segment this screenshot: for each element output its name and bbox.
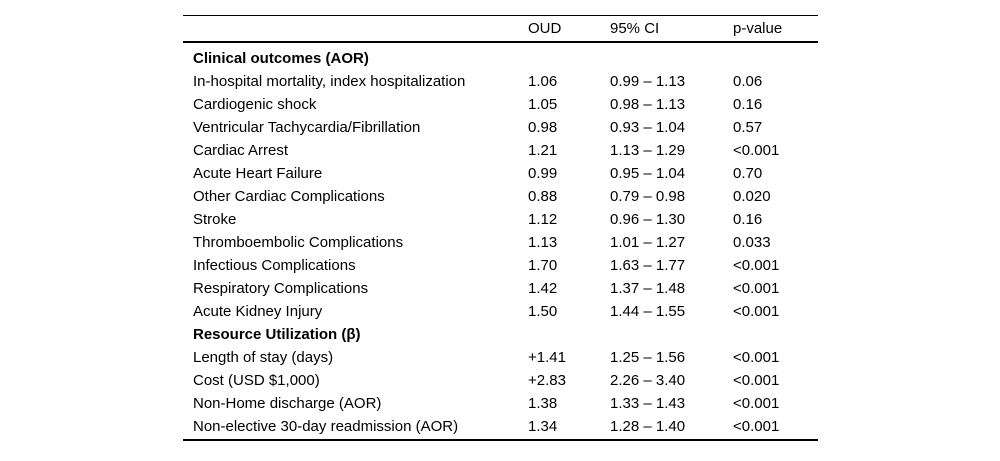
cell-ci: 1.37 – 1.48: [610, 279, 686, 297]
header-empty-cell: [183, 16, 528, 41]
cell-label: Non-Home discharge (AOR): [193, 394, 382, 412]
cell-label: Ventricular Tachycardia/Fibrillation: [193, 118, 421, 136]
cell-label: Length of stay (days): [193, 348, 334, 366]
cell-p: <0.001: [733, 141, 780, 159]
table-row: Thromboembolic Complications 1.13 1.01 – 1…: [183, 231, 818, 254]
cell-p: <0.001: [733, 279, 780, 297]
cell-ci: 0.79 – 0.98: [610, 187, 686, 205]
cell-p: 0.16: [733, 95, 763, 113]
section-title: Clinical outcomes (AOR): [193, 49, 369, 67]
cell-oud: 1.21: [528, 141, 558, 159]
cell-ci: 1.63 – 1.77: [610, 256, 686, 274]
cell-ci: 1.33 – 1.43: [610, 394, 686, 412]
cell-ci: 1.25 – 1.56: [610, 348, 686, 366]
cell-p: 0.033: [733, 233, 771, 251]
section-header-row: Resource Utilization (β): [183, 323, 818, 346]
header-p-value: p-value: [733, 20, 783, 37]
cell-oud: 1.05: [528, 95, 558, 113]
table-body: Clinical outcomes (AOR) In-hospital morta…: [183, 43, 818, 439]
table-row: Length of stay (days) +1.41 1.25 – 1.56 <0.…: [183, 346, 818, 369]
cell-oud: 1.06: [528, 72, 558, 90]
header-oud: OUD: [528, 20, 562, 37]
cell-ci: 1.01 – 1.27: [610, 233, 686, 251]
cell-ci: 2.26 – 3.40: [610, 371, 686, 389]
cell-p: <0.001: [733, 348, 780, 366]
cell-oud: 1.34: [528, 417, 558, 435]
table-row: Cost (USD $1,000) +2.83 2.26 – 3.40 <0.001: [183, 369, 818, 392]
cell-p: <0.001: [733, 302, 780, 320]
cell-ci: 0.95 – 1.04: [610, 164, 686, 182]
table-row: Ventricular Tachycardia/Fibrillation 0.98…: [183, 116, 818, 139]
cell-oud: 0.88: [528, 187, 558, 205]
cell-label: Cardiac Arrest: [193, 141, 289, 159]
section-header-row: Clinical outcomes (AOR): [183, 47, 818, 70]
cell-p: 0.70: [733, 164, 763, 182]
cell-oud: 0.98: [528, 118, 558, 136]
section-title: Resource Utilization (β): [193, 325, 361, 343]
cell-ci: 1.28 – 1.40: [610, 417, 686, 435]
cell-label: Acute Heart Failure: [193, 164, 323, 182]
cell-label: Respiratory Complications: [193, 279, 369, 297]
cell-oud: 0.99: [528, 164, 558, 182]
table-header-row: OUD 95% CI p-value: [183, 16, 818, 43]
cell-oud: +2.83: [528, 371, 566, 389]
cell-p: <0.001: [733, 417, 780, 435]
table-row: Cardiac Arrest 1.21 1.13 – 1.29 <0.001: [183, 139, 818, 162]
table-row: Other Cardiac Complications 0.88 0.79 – 0.…: [183, 185, 818, 208]
cell-ci: 0.98 – 1.13: [610, 95, 686, 113]
cell-label: Cardiogenic shock: [193, 95, 317, 113]
cell-p: <0.001: [733, 394, 780, 412]
cell-p: <0.001: [733, 256, 780, 274]
cell-p: 0.57: [733, 118, 763, 136]
cell-p: <0.001: [733, 371, 780, 389]
clinical-outcomes-table: OUD 95% CI p-value Clinical outcomes (AO…: [183, 15, 818, 441]
table-row: Infectious Complications 1.70 1.63 – 1.77 <…: [183, 254, 818, 277]
cell-label: Thromboembolic Complications: [193, 233, 404, 251]
cell-oud: 1.42: [528, 279, 558, 297]
cell-label: Infectious Complications: [193, 256, 356, 274]
cell-p: 0.020: [733, 187, 771, 205]
cell-ci: 0.99 – 1.13: [610, 72, 686, 90]
cell-oud: 1.38: [528, 394, 558, 412]
table-row: Acute Heart Failure 0.99 0.95 – 1.04 0.70: [183, 162, 818, 185]
cell-oud: 1.50: [528, 302, 558, 320]
cell-ci: 0.96 – 1.30: [610, 210, 686, 228]
cell-p: 0.06: [733, 72, 763, 90]
table-row: Cardiogenic shock 1.05 0.98 – 1.13 0.16: [183, 93, 818, 116]
cell-oud: +1.41: [528, 348, 566, 366]
cell-p: 0.16: [733, 210, 763, 228]
cell-label: Cost (USD $1,000): [193, 371, 320, 389]
table-row: Non-elective 30-day readmission (AOR) 1.3…: [183, 415, 818, 438]
cell-oud: 1.12: [528, 210, 558, 228]
cell-ci: 0.93 – 1.04: [610, 118, 686, 136]
cell-label: Non-elective 30-day readmission (AOR): [193, 417, 459, 435]
header-95ci: 95% CI: [610, 20, 660, 37]
cell-label: Other Cardiac Complications: [193, 187, 385, 205]
table-row: Respiratory Complications 1.42 1.37 – 1.48…: [183, 277, 818, 300]
cell-label: Stroke: [193, 210, 237, 228]
table-row: Non-Home discharge (AOR) 1.38 1.33 – 1.43 <…: [183, 392, 818, 415]
cell-ci: 1.13 – 1.29: [610, 141, 686, 159]
table-row: Stroke 1.12 0.96 – 1.30 0.16: [183, 208, 818, 231]
cell-oud: 1.13: [528, 233, 558, 251]
cell-label: Acute Kidney Injury: [193, 302, 323, 320]
cell-ci: 1.44 – 1.55: [610, 302, 686, 320]
table-row: Acute Kidney Injury 1.50 1.44 – 1.55 <0.001: [183, 300, 818, 323]
table-row: In-hospital mortality, index hospitaliza…: [183, 70, 818, 93]
cell-label: In-hospital mortality, index hospitaliza…: [193, 72, 466, 90]
cell-oud: 1.70: [528, 256, 558, 274]
